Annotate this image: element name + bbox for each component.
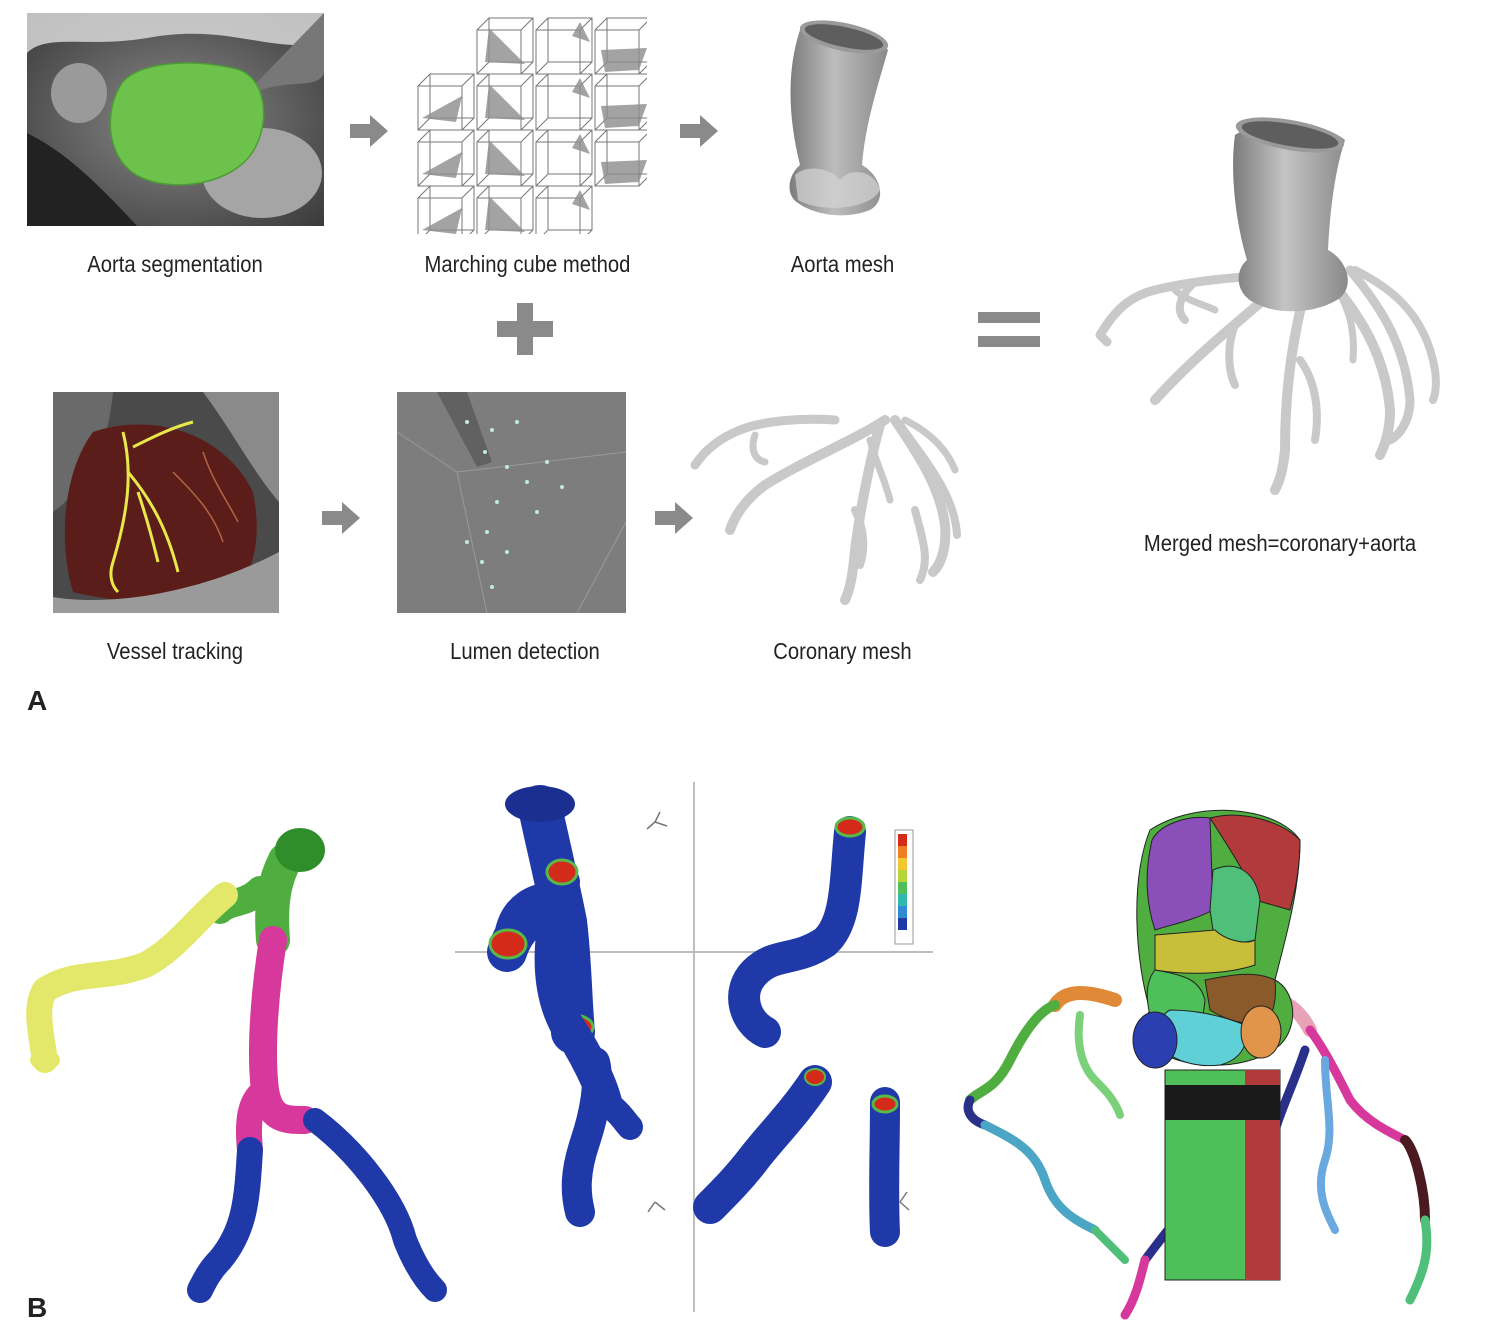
equals-icon [978, 312, 1040, 348]
cube-icon [476, 17, 534, 75]
arrow-right-icon [655, 502, 695, 534]
cube-icon [535, 129, 593, 187]
cube-icon [417, 73, 475, 131]
cube-icon [417, 129, 475, 187]
panel-label-a: A [27, 685, 48, 716]
lumen-detection-image [397, 392, 626, 613]
vessel-tracking-image [53, 392, 279, 613]
segmented-aorta-coronary-image [955, 800, 1475, 1320]
caption-aorta-mesh: Aorta mesh [790, 251, 895, 277]
aorta-segmentation-image [27, 13, 324, 226]
caption-marching-cube: Marching cube method [424, 251, 631, 277]
caption-aorta-segmentation: Aorta segmentation [87, 251, 263, 277]
multi-view-vessel-panel [455, 782, 933, 1312]
cube-icon [594, 73, 647, 131]
cube-icon [594, 129, 647, 187]
caption-coronary-mesh: Coronary mesh [773, 638, 912, 664]
panel-label-b: B [27, 1292, 48, 1323]
caption-vessel-tracking: Vessel tracking [106, 638, 244, 664]
aorta-mesh-image [770, 15, 900, 220]
cube-icon [535, 185, 593, 234]
arrow-right-icon [322, 502, 362, 534]
coronary-mesh-image [685, 400, 970, 610]
segmented-vessel-image [25, 820, 455, 1310]
cube-icon [476, 73, 534, 131]
caption-merged-mesh: Merged mesh=coronary+aorta [1143, 530, 1417, 556]
cube-icon [476, 129, 534, 187]
cube-icon [535, 73, 593, 131]
marching-cube-grid [412, 12, 647, 234]
merged-mesh-image [1085, 110, 1455, 500]
cube-icon [417, 185, 475, 234]
cube-icon [476, 185, 534, 234]
cube-icon [535, 17, 593, 75]
cube-icon [594, 17, 647, 75]
plus-icon [497, 303, 553, 355]
arrow-right-icon [350, 115, 390, 147]
caption-lumen-detection: Lumen detection [450, 638, 600, 664]
arrow-right-icon [680, 115, 720, 147]
